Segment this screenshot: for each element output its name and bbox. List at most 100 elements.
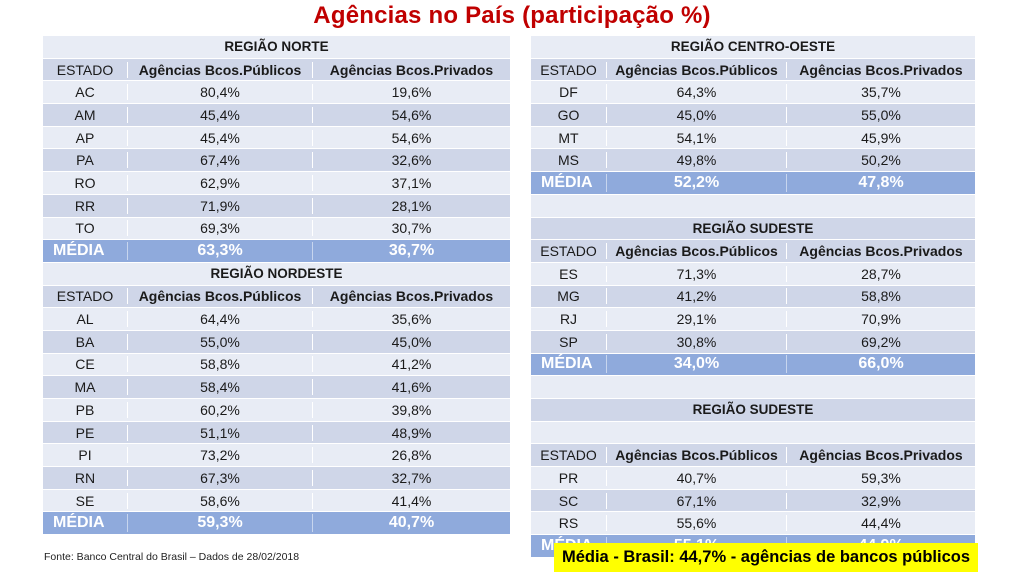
publicos-cell: 67,4%: [127, 152, 312, 169]
publicos-cell: 30,8%: [606, 333, 786, 350]
avg-row-norte: MÉDIA 63,3% 36,7%: [43, 240, 510, 263]
state-cell: AM: [74, 106, 96, 123]
spacer-row: [531, 194, 975, 218]
state-cell: PB: [75, 401, 95, 418]
privados-cell: 39,8%: [312, 401, 510, 418]
privados-cell: 55,0%: [786, 106, 975, 123]
table-row: MS 49,8% 50,2%: [531, 149, 975, 173]
privados-cell: 41,4%: [312, 492, 510, 509]
region-header-sudeste: REGIÃO SUDESTE: [531, 217, 975, 241]
column-header-publicos: Agências Bcos.Públicos: [127, 288, 312, 305]
column-header-estado: ESTADO: [56, 61, 114, 78]
column-header-publicos: Agências Bcos.Públicos: [606, 447, 786, 464]
state-cell: RR: [74, 197, 96, 214]
state-cell: MT: [558, 129, 579, 146]
avg-label: MÉDIA: [541, 173, 593, 191]
privados-cell: 45,9%: [786, 129, 975, 146]
publicos-cell: 60,2%: [127, 401, 312, 418]
column-header-privados: Agências Bcos.Privados: [786, 243, 975, 260]
privados-cell: 28,7%: [786, 265, 975, 282]
table-row: DF 64,3% 35,7%: [531, 81, 975, 105]
privados-cell: 32,7%: [312, 469, 510, 486]
table-row: AL 64,4% 35,6%: [43, 308, 510, 331]
publicos-cell: 69,3%: [127, 220, 312, 237]
publicos-cell: 45,4%: [127, 106, 312, 123]
state-cell: MA: [74, 379, 96, 396]
privados-cell: 35,7%: [786, 84, 975, 101]
rows-sul: PR 40,7% 59,3% SC 67,1% 32,9% RS 55,6% 44,4%: [531, 467, 975, 536]
avg-label: MÉDIA: [541, 355, 593, 373]
state-cell: PA: [76, 152, 94, 169]
table-header-row: ESTADO Agências Bcos.Públicos Agências B…: [43, 285, 510, 309]
left-column: REGIÃO NORTE ESTADO Agências Bcos.Públic…: [43, 36, 510, 536]
state-cell: PI: [78, 447, 92, 464]
publicos-cell: 55,0%: [127, 333, 312, 350]
publicos-cell: 64,3%: [606, 84, 786, 101]
column-header-estado: ESTADO: [540, 243, 597, 260]
table-row: RN 67,3% 32,7%: [43, 467, 510, 490]
rows-centro-oeste: DF 64,3% 35,7% GO 45,0% 55,0% MT 54,1% 45,9% MS 49…: [531, 81, 975, 173]
table-row: MT 54,1% 45,9%: [531, 126, 975, 150]
table-row: BA 55,0% 45,0%: [43, 330, 510, 354]
table-header-row: ESTADO Agências Bcos.Públicos Agências B…: [531, 240, 975, 263]
column-header-privados: Agências Bcos.Privados: [786, 447, 975, 464]
spacer-row: [531, 376, 975, 399]
state-cell: MS: [558, 152, 579, 169]
state-cell: RN: [74, 469, 96, 486]
privados-cell: 28,1%: [312, 197, 510, 214]
privados-cell: 32,9%: [786, 492, 975, 509]
region-header-norte: REGIÃO NORTE: [43, 36, 510, 59]
table-row: MG 41,2% 58,8%: [531, 285, 975, 309]
publicos-cell: 54,1%: [606, 129, 786, 146]
avg-publicos: 63,3%: [127, 242, 312, 261]
table-header-row: ESTADO Agências Bcos.Públicos Agências B…: [43, 58, 510, 82]
spacer-row: [531, 421, 975, 445]
avg-publicos: 52,2%: [606, 173, 786, 192]
table-row: RS 55,6% 44,4%: [531, 512, 975, 536]
publicos-cell: 58,4%: [127, 379, 312, 396]
column-header-privados: Agências Bcos.Privados: [312, 288, 510, 305]
state-cell: SE: [75, 492, 95, 509]
state-cell: RJ: [559, 311, 578, 328]
privados-cell: 26,8%: [312, 447, 510, 464]
publicos-cell: 40,7%: [606, 469, 786, 486]
state-cell: ES: [559, 265, 578, 282]
publicos-cell: 71,9%: [127, 197, 312, 214]
privados-cell: 45,0%: [312, 333, 510, 350]
publicos-cell: 64,4%: [127, 311, 312, 328]
table-row: PI 73,2% 26,8%: [43, 444, 510, 468]
state-cell: RO: [74, 174, 96, 191]
table-row: MA 58,4% 41,6%: [43, 376, 510, 399]
publicos-cell: 73,2%: [127, 447, 312, 464]
publicos-cell: 71,3%: [606, 265, 786, 282]
privados-cell: 19,6%: [312, 84, 510, 101]
table-row: TO 69,3% 30,7%: [43, 217, 510, 241]
privados-cell: 70,9%: [786, 311, 975, 328]
privados-cell: 32,6%: [312, 152, 510, 169]
avg-label: MÉDIA: [53, 242, 105, 260]
table-header-row: ESTADO Agências Bcos.Públicos Agências B…: [531, 444, 975, 468]
state-cell: AL: [76, 311, 94, 328]
table-row: GO 45,0% 55,0%: [531, 104, 975, 127]
rows-norte: AC 80,4% 19,6% AM 45,4% 54,6% AP 45,4% 54,6% PA 67…: [43, 81, 510, 241]
state-cell: AC: [75, 84, 95, 101]
state-cell: MG: [557, 288, 580, 305]
publicos-cell: 41,2%: [606, 288, 786, 305]
privados-cell: 44,4%: [786, 515, 975, 532]
table-row: PE 51,1% 48,9%: [43, 421, 510, 445]
publicos-cell: 49,8%: [606, 152, 786, 169]
publicos-cell: 45,4%: [127, 129, 312, 146]
region-header-centro-oeste: REGIÃO CENTRO-OESTE: [531, 36, 975, 59]
publicos-cell: 67,3%: [127, 469, 312, 486]
avg-row-sudeste: MÉDIA 34,0% 66,0%: [531, 353, 975, 377]
table-row: AP 45,4% 54,6%: [43, 126, 510, 150]
column-header-publicos: Agências Bcos.Públicos: [606, 243, 786, 260]
rows-sudeste: ES 71,3% 28,7% MG 41,2% 58,8% RJ 29,1% 70,9% SP 30…: [531, 262, 975, 354]
privados-cell: 41,2%: [312, 356, 510, 373]
column-header-publicos: Agências Bcos.Públicos: [127, 61, 312, 78]
region-header-sul: REGIÃO SUDESTE: [531, 399, 975, 422]
avg-privados: 47,8%: [786, 173, 975, 192]
state-cell: SC: [558, 492, 579, 509]
avg-privados: 66,0%: [786, 355, 975, 374]
column-header-privados: Agências Bcos.Privados: [786, 61, 975, 78]
